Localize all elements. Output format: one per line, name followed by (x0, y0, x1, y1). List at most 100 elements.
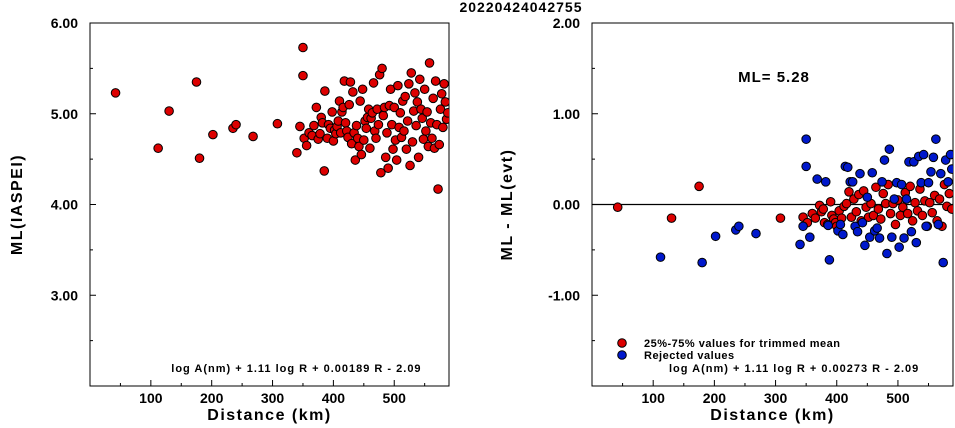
residual-point-series-1 (862, 192, 873, 203)
ml-y-tick-label: 5.00 (51, 106, 78, 122)
residual-point-series-1 (824, 255, 835, 265)
residual-point-series-0 (924, 197, 935, 208)
ml-point-series-0 (378, 110, 389, 121)
residual-point-series-0 (905, 181, 915, 192)
residual-point-series-1 (697, 257, 707, 268)
legend-label: Rejected values (644, 350, 735, 362)
residual-point-series-1 (860, 240, 870, 251)
residual-point-series-1 (798, 221, 808, 232)
ml-point-series-0 (399, 126, 409, 136)
residual-point-series-0 (946, 204, 953, 214)
ml-vs-distance-panel: 100 200 300 400 500 3.00 4.00 5.00 6.00 Distance … (9, 15, 450, 424)
residual-point-series-1 (805, 232, 815, 242)
residual-point-series-1 (867, 167, 878, 178)
ml-point-series-0 (164, 106, 174, 116)
ml-y-tick-label: 4.00 (51, 197, 78, 213)
ml-point-series-0 (438, 122, 448, 133)
ml-point-series-0 (351, 120, 362, 131)
ml-point-series-0 (402, 116, 413, 126)
residual-x-tick-label: 400 (825, 390, 849, 406)
legend-marker (617, 350, 627, 360)
ml-point-series-0 (436, 88, 447, 99)
ml-point-series-0 (298, 42, 308, 53)
residual-point-series-1 (884, 144, 895, 154)
ml-point-series-0 (295, 121, 305, 132)
ml-point-series-0 (440, 97, 449, 107)
ml-point-series-0 (231, 119, 241, 130)
ml-point-series-0 (430, 76, 441, 86)
ml-point-series-0 (365, 143, 375, 154)
residual-y-tick-label: 2.00 (553, 15, 580, 31)
ml-point-series-0 (389, 102, 400, 113)
ml-point-series-0 (427, 133, 437, 144)
ml-x-tick-label: 200 (200, 390, 224, 406)
residual-point-series-0 (878, 188, 889, 199)
residual-x-tick-label: 500 (886, 390, 910, 406)
residual-point-series-1 (847, 177, 858, 187)
residual-point-series-0 (944, 188, 953, 199)
ml-point-series-0 (345, 77, 356, 87)
residual-y-tick-label: 1.00 (553, 106, 580, 122)
residual-point-series-0 (775, 213, 786, 223)
ml-point-series-0 (356, 149, 367, 160)
residual-point-series-1 (901, 194, 912, 204)
residual-point-series-1 (852, 226, 863, 237)
ml-point-series-0 (417, 113, 428, 124)
residual-y-tick-label: -1.00 (548, 287, 580, 303)
ml-x-tick-label: 100 (139, 390, 163, 406)
ml-point-series-0 (407, 137, 418, 147)
residual-point-series-1 (857, 217, 868, 228)
residual-point-series-0 (851, 206, 862, 217)
residual-point-series-1 (874, 233, 885, 243)
ml-point-series-0 (433, 184, 443, 194)
ml-point-series-0 (404, 79, 414, 89)
residual-point-series-1 (938, 257, 949, 268)
residual-point-series-1 (899, 233, 909, 243)
residual-point-series-1 (812, 174, 822, 184)
ml-point-series-0 (434, 139, 445, 150)
residual-point-series-1 (823, 220, 833, 231)
residual-point-series-0 (885, 208, 896, 219)
residual-point-series-1 (835, 219, 846, 230)
ml-point-series-0 (424, 58, 435, 68)
ml-point-series-0 (391, 155, 402, 165)
residual-point-series-0 (694, 181, 704, 192)
residual-point-series-1 (946, 164, 953, 174)
ml-point-series-0 (194, 153, 205, 164)
residual-point-series-1 (751, 228, 761, 239)
residual-point-series-1 (882, 248, 892, 259)
residual-point-series-1 (710, 231, 721, 242)
ml-point-series-0 (272, 118, 283, 129)
ml-point-series-0 (361, 123, 372, 134)
residual-point-series-0 (818, 204, 829, 214)
residual-vs-distance-panel: 100 200 300 400 500 -1.00 0.00 1.00 2.00 Distance… (499, 15, 954, 424)
ml-point-series-0 (368, 78, 379, 88)
ml-point-series-0 (421, 126, 431, 136)
ml-point-series-0 (348, 87, 358, 97)
ml-formula: log A(nm) + 1.11 log R + 0.00189 R - 2.0… (171, 363, 421, 375)
figure-title: 20220424042755 (459, 0, 582, 15)
residual-points (612, 134, 953, 268)
ml-point-series-0 (309, 120, 319, 131)
residual-point-series-1 (795, 239, 805, 250)
residual-point-series-1 (926, 167, 936, 177)
residual-point-series-0 (927, 207, 937, 218)
ml-x-tick-label: 500 (383, 390, 407, 406)
residual-point-series-0 (910, 197, 920, 208)
residual-point-series-1 (734, 221, 744, 232)
ml-point-series-0 (395, 108, 406, 118)
ml-point-series-0 (380, 152, 391, 163)
ml-x-tick-label: 300 (261, 390, 285, 406)
residual-point-series-0 (902, 208, 913, 219)
ml-point-series-0 (383, 163, 393, 173)
ml-point-series-0 (340, 118, 351, 128)
ml-point-series-0 (442, 108, 449, 118)
ml-point-series-0 (439, 79, 449, 89)
residual-point-series-1 (923, 177, 934, 188)
legend-marker (617, 338, 627, 348)
residual-point-series-0 (898, 202, 908, 213)
residual-point-series-1 (896, 179, 907, 190)
residual-point-series-1 (889, 194, 900, 204)
ml-point-series-0 (419, 84, 430, 95)
ml-x-axis-title: Distance (km) (207, 407, 331, 424)
